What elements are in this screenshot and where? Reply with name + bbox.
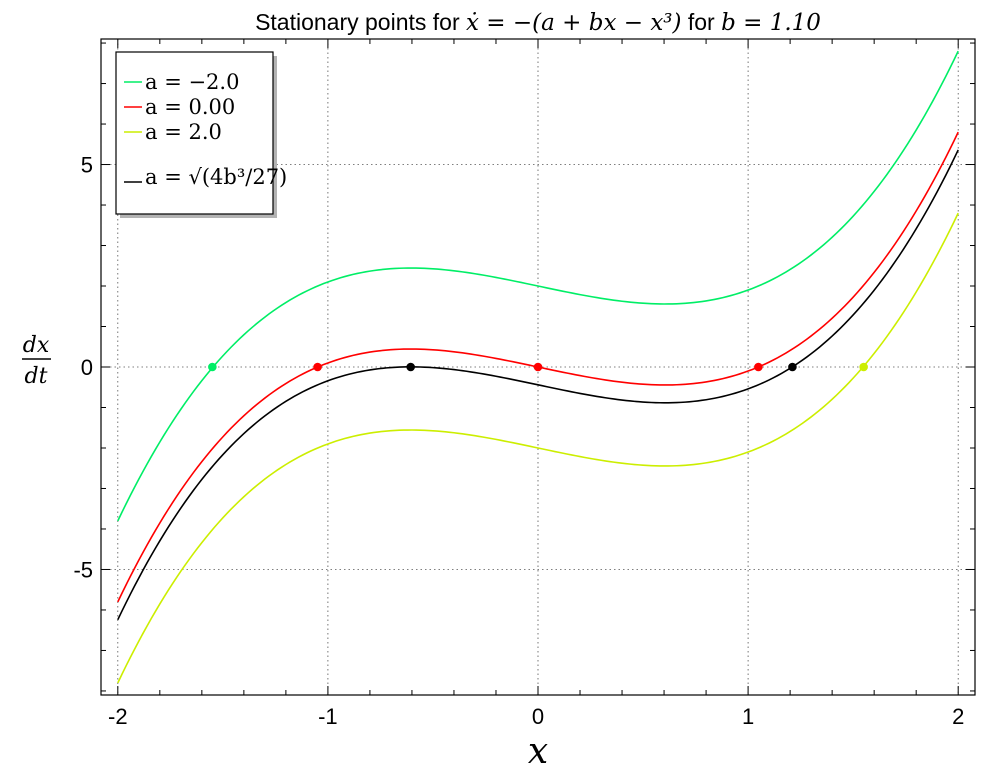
tick-labels: -2 -1 0 1 2 -5 0 5 [73, 153, 964, 729]
stationary-point-1-0 [313, 362, 322, 372]
legend-label-a-0: a = 0.00 [145, 95, 235, 119]
y-tick-label-2: 5 [81, 153, 93, 178]
stationary-point-2-0 [859, 362, 868, 372]
x-tick-label-2: 0 [532, 704, 544, 729]
x-tick-label-1: -1 [318, 704, 338, 729]
y-axis-label-numerator: dx [23, 333, 50, 358]
y-tick-label-1: 0 [81, 355, 93, 380]
y-tick-label-0: -5 [73, 557, 93, 582]
legend-label-a-neg2: a = −2.0 [145, 70, 239, 94]
stationary-point-0-0 [208, 362, 217, 372]
y-axis-label: dx dt [22, 333, 51, 389]
x-tick-label-0: -2 [108, 704, 128, 729]
series-line-0 [117, 50, 959, 522]
series-line-3 [117, 149, 959, 621]
x-tick-label-3: 1 [742, 704, 754, 729]
stationary-point-3-1 [788, 362, 797, 372]
plot-frame [100, 38, 976, 696]
stationary-point-1-1 [533, 362, 543, 372]
stationary-points [208, 362, 868, 372]
legend-label-a-2: a = 2.0 [145, 120, 222, 144]
legend: a = −2.0 a = 0.00 a = 2.0 a = √(4b³/27) [115, 51, 287, 218]
y-axis-label-denominator: dt [25, 364, 48, 389]
series-line-2 [117, 212, 959, 684]
stationary-point-3-0 [406, 362, 415, 372]
x-tick-label-4: 2 [952, 704, 964, 729]
legend-label-a-critical: a = √(4b³/27) [145, 165, 287, 189]
stationary-point-1-2 [754, 362, 763, 372]
chart-title: Stationary points for ẋ = −(a + bx − x³)… [255, 9, 821, 36]
legend-box [115, 51, 274, 215]
x-axis-label: x [528, 731, 548, 772]
series-layer [117, 50, 959, 684]
